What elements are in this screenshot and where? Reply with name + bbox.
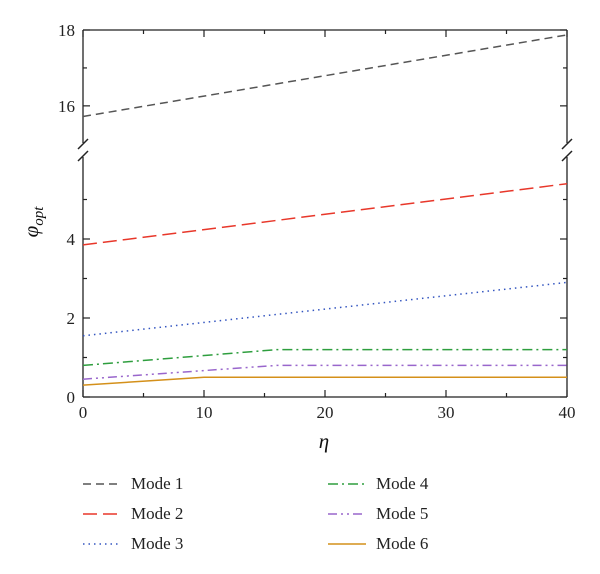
- legend-label-mode-4: Mode 4: [376, 474, 429, 493]
- x-tick-label: 40: [559, 403, 576, 422]
- legend-label-mode-6: Mode 6: [376, 534, 428, 553]
- x-axis-title: η: [319, 429, 329, 453]
- y-tick-label-upper: 18: [58, 21, 75, 40]
- axis-break-marks: [77, 138, 573, 162]
- y-tick-label-upper: 16: [58, 97, 75, 116]
- y-tick-label-lower: 2: [67, 309, 76, 328]
- break-mark-left-1: [77, 138, 89, 150]
- y-tick-label-lower: 4: [67, 230, 76, 249]
- legend: Mode 1 Mode 2 Mode 3 Mode 4 Mode 5 Mode 6: [83, 474, 429, 553]
- y-axis-title-main: φ: [19, 225, 43, 237]
- series-line-mode-5: [82, 364, 567, 380]
- legend-label-mode-2: Mode 2: [131, 504, 183, 523]
- series-line-mode-3: [82, 281, 568, 337]
- y-axis-title-sub: opt: [31, 206, 47, 226]
- y-axis-title: φopt: [19, 206, 47, 238]
- tick-labels: 0 10 20 30 40 16 18 0 2 4: [58, 21, 576, 422]
- break-mark-right-1: [561, 138, 573, 150]
- x-tick-label: 30: [438, 403, 455, 422]
- x-tick-label: 10: [196, 403, 213, 422]
- series-lines: [82, 34, 568, 386]
- legend-label-mode-1: Mode 1: [131, 474, 183, 493]
- legend-label-mode-3: Mode 3: [131, 534, 183, 553]
- x-tick-label: 20: [317, 403, 334, 422]
- series-line-mode-1: [82, 34, 568, 118]
- axis-ticks: [82, 29, 568, 398]
- series-line-mode-6: [82, 376, 567, 386]
- x-tick-label: 0: [79, 403, 88, 422]
- break-mark-right-2: [561, 150, 573, 162]
- y-tick-label-lower: 0: [67, 388, 76, 407]
- legend-label-mode-5: Mode 5: [376, 504, 428, 523]
- series-line-mode-4: [82, 348, 567, 367]
- break-mark-left-2: [77, 150, 89, 162]
- plot-frame: [82, 29, 568, 398]
- series-line-mode-2: [82, 182, 568, 246]
